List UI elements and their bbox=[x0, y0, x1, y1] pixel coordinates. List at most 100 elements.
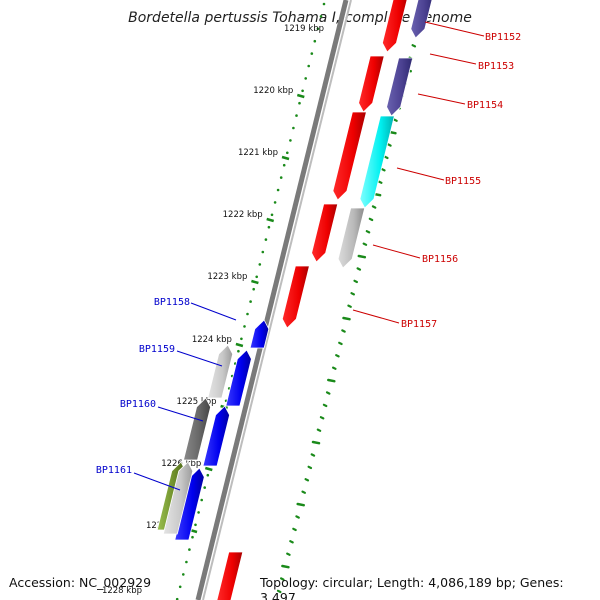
outer-track-tick bbox=[316, 428, 322, 432]
leader-line-bp1156 bbox=[372, 244, 421, 259]
ruler-dot bbox=[282, 163, 286, 167]
ruler-tick-label-faded: 1219 kbp bbox=[284, 24, 324, 34]
ruler-dot bbox=[194, 523, 197, 527]
ruler-dot bbox=[237, 349, 240, 353]
outer-track-tick bbox=[295, 515, 300, 519]
ruler-dot bbox=[191, 535, 194, 539]
leader-line-bp1154 bbox=[417, 93, 466, 105]
outer-track-tick bbox=[362, 242, 368, 246]
ruler-dot bbox=[307, 64, 311, 68]
outer-track-tick bbox=[276, 589, 282, 594]
gene-label-bp1159: BP1159 bbox=[139, 344, 175, 355]
ruler-dot bbox=[279, 176, 283, 179]
outer-track-tick bbox=[338, 341, 343, 346]
ruler-dot bbox=[246, 312, 249, 316]
outer-track-tick bbox=[292, 527, 297, 532]
outer-track-tick bbox=[307, 465, 313, 470]
leader-line-bp1153 bbox=[429, 53, 477, 65]
outer-track-tick bbox=[289, 540, 294, 544]
ruler-dot bbox=[243, 325, 246, 328]
gene-label-bp1161: BP1161 bbox=[96, 465, 132, 476]
ruler-dot bbox=[258, 263, 262, 266]
ruler-dot bbox=[316, 27, 320, 31]
ruler-dot bbox=[182, 573, 185, 576]
gene-arrow-downstream bbox=[216, 551, 244, 600]
outer-track-tick bbox=[371, 205, 377, 209]
ruler-dot bbox=[264, 238, 268, 241]
outer-track-tick bbox=[353, 279, 358, 284]
outer-track-tick bbox=[381, 168, 386, 172]
gene-arrow-bp1157 bbox=[281, 265, 310, 329]
outer-track-tick bbox=[347, 304, 352, 308]
leader-line-bp1161 bbox=[133, 472, 181, 491]
ruler-dot bbox=[267, 225, 271, 229]
ruler-dot bbox=[298, 101, 301, 105]
outer-track-tick bbox=[365, 230, 371, 234]
outer-track-tick bbox=[341, 329, 346, 333]
gene-arrow-bp1155-red bbox=[311, 203, 339, 263]
outer-track-tick bbox=[387, 143, 392, 147]
ruler-dot bbox=[289, 139, 292, 142]
ruler-tick-label: 1225 kbp bbox=[177, 397, 217, 407]
gene-arrow-bp1161-grey bbox=[162, 461, 194, 535]
accession-text: Accession: NC_002929 bbox=[9, 575, 152, 590]
outer-track-tick bbox=[311, 440, 321, 445]
leader-line-bp1157 bbox=[352, 309, 400, 324]
ruler-dot bbox=[322, 2, 326, 6]
gene-label-bp1152: BP1152 bbox=[485, 32, 521, 43]
gene-label-bp1160: BP1160 bbox=[120, 399, 156, 410]
gene-arrow-bp1154 bbox=[332, 111, 367, 201]
ruler-dot bbox=[261, 250, 265, 254]
ruler-dot bbox=[200, 498, 203, 502]
gene-label-bp1158: BP1158 bbox=[154, 297, 190, 308]
leader-line-bp1160 bbox=[157, 406, 204, 422]
outer-track-tick bbox=[357, 254, 367, 259]
outer-track-tick bbox=[296, 502, 305, 507]
ruler-major-tick bbox=[296, 93, 305, 99]
ruler-major-tick bbox=[281, 155, 290, 161]
gene-arrow-bp1153 bbox=[386, 57, 414, 117]
ruler-dot bbox=[252, 287, 255, 291]
outer-track-tick bbox=[304, 478, 310, 482]
outer-track-tick bbox=[301, 490, 306, 494]
leader-line-bp1159 bbox=[176, 350, 223, 367]
gene-label-bp1154: BP1154 bbox=[467, 100, 503, 111]
ruler-dot bbox=[270, 213, 274, 217]
gene-label-bp1157: BP1157 bbox=[401, 319, 437, 330]
gene-labels: BP1152 BP1153 BP1154 BP1155 BP1156 BP1157 BP11… bbox=[96, 21, 521, 491]
ruler-tick-label: 1224 kbp bbox=[192, 335, 232, 345]
outer-track-tick bbox=[280, 577, 285, 581]
genome-backbone-highlight bbox=[202, 0, 352, 600]
ruler-dot bbox=[301, 89, 304, 93]
ruler-tick-label: 1221 kbp bbox=[238, 148, 278, 158]
ruler-dot bbox=[178, 585, 182, 589]
gene-arrow-bp1153-red bbox=[358, 55, 385, 113]
outer-track-tick bbox=[281, 564, 290, 569]
ruler-dot bbox=[273, 201, 277, 204]
ruler-dot bbox=[276, 188, 280, 192]
ruler-dot bbox=[286, 151, 289, 155]
gene-arrow-bp1158 bbox=[249, 319, 270, 349]
outer-track-tick bbox=[286, 552, 291, 556]
ruler-dot bbox=[292, 126, 295, 130]
leader-line-bp1158 bbox=[190, 302, 237, 321]
outer-track-tick bbox=[384, 155, 389, 160]
ruler-dot bbox=[185, 560, 188, 564]
leader-line-bp1152 bbox=[424, 21, 485, 37]
gene-label-bp1155: BP1155 bbox=[445, 176, 481, 187]
outer-track-tick bbox=[332, 366, 337, 370]
outer-track-tick bbox=[310, 453, 316, 457]
ruler-major-tick bbox=[251, 279, 259, 285]
ruler-major-tick bbox=[266, 217, 275, 223]
genome-title: Bordetella pertussis Tohama I, complete … bbox=[128, 10, 472, 26]
ruler-dot bbox=[255, 275, 258, 279]
ruler-dot bbox=[295, 114, 298, 117]
gene-features bbox=[156, 0, 433, 600]
outer-track-tick bbox=[368, 217, 374, 222]
ruler-tick-label-faded: 1228 kbp bbox=[102, 586, 142, 596]
gene-arrow-bp1159 bbox=[207, 344, 234, 399]
ruler-dot bbox=[313, 39, 317, 43]
gene-arrow-bp1159-blue bbox=[225, 349, 252, 407]
